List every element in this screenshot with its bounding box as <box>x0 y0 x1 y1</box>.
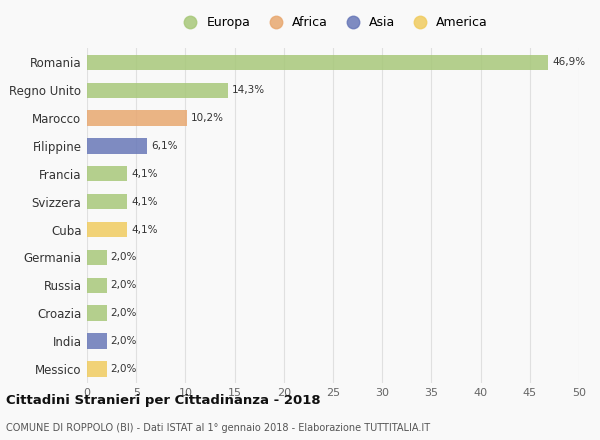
Text: 2,0%: 2,0% <box>110 253 137 262</box>
Bar <box>87 250 107 265</box>
Bar <box>87 361 107 377</box>
Bar <box>87 334 107 348</box>
Legend: Europa, Africa, Asia, America: Europa, Africa, Asia, America <box>178 16 488 29</box>
Text: 4,1%: 4,1% <box>131 197 158 207</box>
Text: 4,1%: 4,1% <box>131 224 158 235</box>
Text: COMUNE DI ROPPOLO (BI) - Dati ISTAT al 1° gennaio 2018 - Elaborazione TUTTITALIA: COMUNE DI ROPPOLO (BI) - Dati ISTAT al 1… <box>6 423 430 433</box>
Text: 6,1%: 6,1% <box>151 141 178 151</box>
Text: 10,2%: 10,2% <box>191 113 224 123</box>
Bar <box>87 278 107 293</box>
Text: 2,0%: 2,0% <box>110 280 137 290</box>
Text: 2,0%: 2,0% <box>110 364 137 374</box>
Text: Cittadini Stranieri per Cittadinanza - 2018: Cittadini Stranieri per Cittadinanza - 2… <box>6 394 320 407</box>
Bar <box>87 110 187 126</box>
Text: 2,0%: 2,0% <box>110 336 137 346</box>
Bar <box>87 222 127 237</box>
Text: 2,0%: 2,0% <box>110 308 137 318</box>
Bar <box>87 194 127 209</box>
Text: 46,9%: 46,9% <box>553 57 586 67</box>
Bar <box>87 55 548 70</box>
Text: 4,1%: 4,1% <box>131 169 158 179</box>
Bar <box>87 166 127 181</box>
Bar <box>87 305 107 321</box>
Bar <box>87 83 228 98</box>
Bar <box>87 138 147 154</box>
Text: 14,3%: 14,3% <box>232 85 265 95</box>
